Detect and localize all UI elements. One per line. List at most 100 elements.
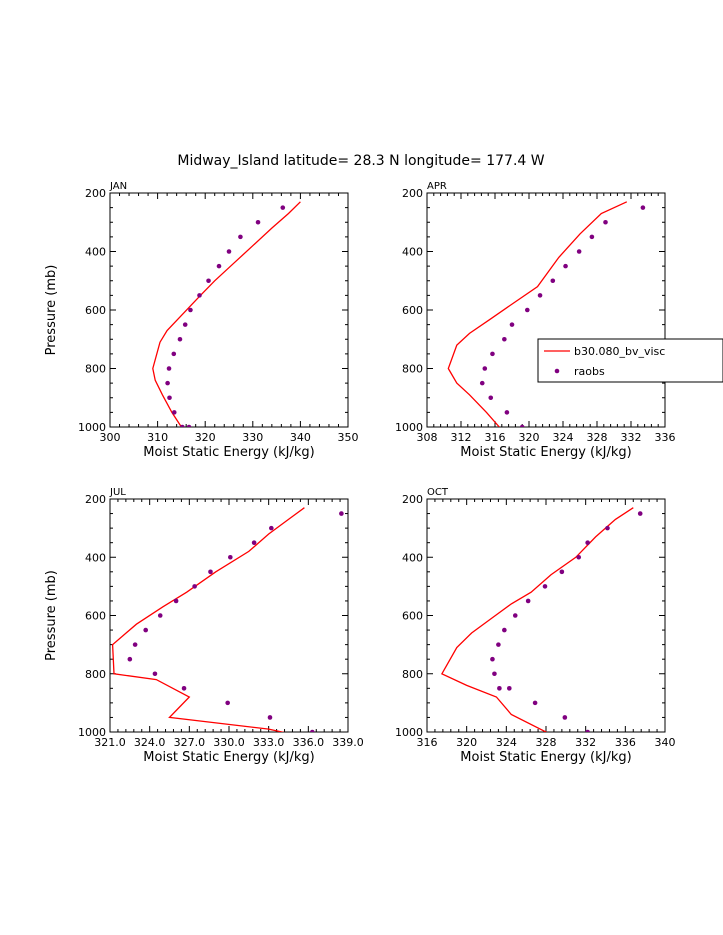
data-area	[440, 507, 643, 732]
x-axis-label: Moist Static Energy (kJ/kg)	[143, 750, 314, 765]
model-line	[447, 201, 628, 427]
x-tick-label: 330.0	[213, 736, 245, 749]
raobs-point	[127, 656, 133, 662]
x-tick-label: 324.0	[134, 736, 166, 749]
legend-box	[537, 338, 723, 383]
y-tick-label: 600	[402, 610, 423, 623]
raobs-point	[490, 351, 495, 357]
raobs-point	[532, 700, 538, 706]
raobs-point	[563, 263, 568, 269]
plot-frame	[109, 498, 349, 733]
x-tick-label: 350	[338, 431, 359, 444]
y-tick-label: 200	[402, 187, 423, 200]
plot-frame	[426, 192, 666, 428]
raobs-point	[225, 700, 230, 706]
y-tick-label: 800	[85, 668, 106, 681]
x-tick-label: 324	[496, 736, 517, 749]
raobs-point	[339, 511, 344, 516]
x-tick-label: 328	[587, 431, 608, 444]
panel-jul: JUL 321.0 324.0 327.0 330.0 333.0 336.0 339.0 20…	[44, 487, 364, 765]
raobs-point	[226, 249, 232, 254]
figure-title: Midway_Island latitude= 28.3 N longitude…	[177, 153, 544, 169]
y-tick-label: 400	[85, 551, 106, 564]
raobs-point	[228, 554, 233, 560]
raobs-point	[509, 322, 515, 327]
raobs-point	[488, 395, 494, 401]
raobs-point	[492, 671, 497, 677]
raobs-point	[637, 511, 643, 516]
panel-label: JAN	[109, 181, 127, 192]
legend-dot-swatch	[554, 368, 560, 374]
raobs-point	[497, 686, 502, 691]
raobs-point	[576, 249, 582, 254]
y-tick-label: 600	[85, 304, 106, 317]
raobs-point	[177, 336, 183, 342]
raobs-point	[157, 613, 163, 618]
raobs-point	[280, 205, 286, 210]
x-tick-label: 308	[417, 431, 438, 444]
raobs-point	[640, 205, 646, 210]
raobs-point	[267, 715, 273, 720]
raobs-point	[188, 307, 193, 313]
legend-label-raobs: raobs	[574, 365, 605, 378]
raobs-point	[603, 219, 608, 225]
x-tick-label: 327.0	[174, 736, 206, 749]
x-tick-label: 320	[456, 736, 477, 749]
raobs-point	[165, 380, 170, 386]
raobs-point	[310, 729, 315, 732]
x-tick-label: 339.0	[332, 736, 364, 749]
raobs-point	[181, 686, 187, 691]
raobs-point	[525, 307, 530, 313]
raobs-point	[238, 234, 243, 240]
raobs-point	[537, 293, 543, 298]
x-tick-label: 321.0	[94, 736, 126, 749]
model-line	[440, 507, 634, 732]
x-tick-label: 333.0	[253, 736, 285, 749]
y-tick-label: 200	[85, 187, 106, 200]
raobs-point	[519, 424, 525, 427]
x-tick-label: 316	[485, 431, 506, 444]
raobs-point	[550, 278, 556, 284]
raobs-point	[482, 366, 488, 371]
raobs-point	[208, 569, 213, 575]
panel-oct: OCT 316 320 324 328 332 336 340 200 400 600 800 1000…	[395, 487, 676, 765]
y-tick-label: 1000	[78, 421, 106, 434]
x-tick-label: 336	[615, 736, 636, 749]
raobs-point	[490, 656, 495, 662]
y-tick-label: 400	[85, 246, 106, 259]
x-axis-label: Moist Static Energy (kJ/kg)	[460, 750, 631, 765]
x-tick-label: 336.0	[293, 736, 325, 749]
y-axis-label: Pressure (mb)	[44, 570, 59, 661]
y-tick-label: 600	[85, 610, 106, 623]
raobs-point	[585, 729, 590, 732]
x-tick-label: 330	[242, 431, 263, 444]
raobs-point	[585, 540, 590, 545]
y-tick-label: 800	[85, 363, 106, 376]
y-tick-label: 400	[402, 246, 423, 259]
y-tick-label: 800	[402, 363, 423, 376]
raobs-point	[182, 322, 188, 327]
raobs-point	[152, 671, 158, 677]
x-tick-label: 336	[655, 431, 676, 444]
raobs-point	[507, 686, 512, 691]
raobs-point	[576, 554, 582, 560]
raobs-point	[206, 278, 211, 284]
x-tick-label: 340	[655, 736, 676, 749]
x-tick-label: 340	[290, 431, 311, 444]
plot-frame	[109, 192, 349, 428]
raobs-point	[542, 584, 548, 589]
raobs-point	[197, 293, 202, 298]
panel-label: JUL	[109, 487, 126, 498]
raobs-point	[167, 395, 172, 401]
plot-frame	[426, 498, 666, 733]
raobs-point	[173, 598, 179, 604]
x-tick-label: 320	[195, 431, 216, 444]
y-tick-label: 800	[402, 668, 423, 681]
x-axis-label: Moist Static Energy (kJ/kg)	[460, 445, 631, 460]
raobs-point	[143, 627, 148, 633]
x-tick-label: 332	[575, 736, 596, 749]
raobs-point	[605, 525, 610, 531]
x-tick-label: 328	[536, 736, 557, 749]
